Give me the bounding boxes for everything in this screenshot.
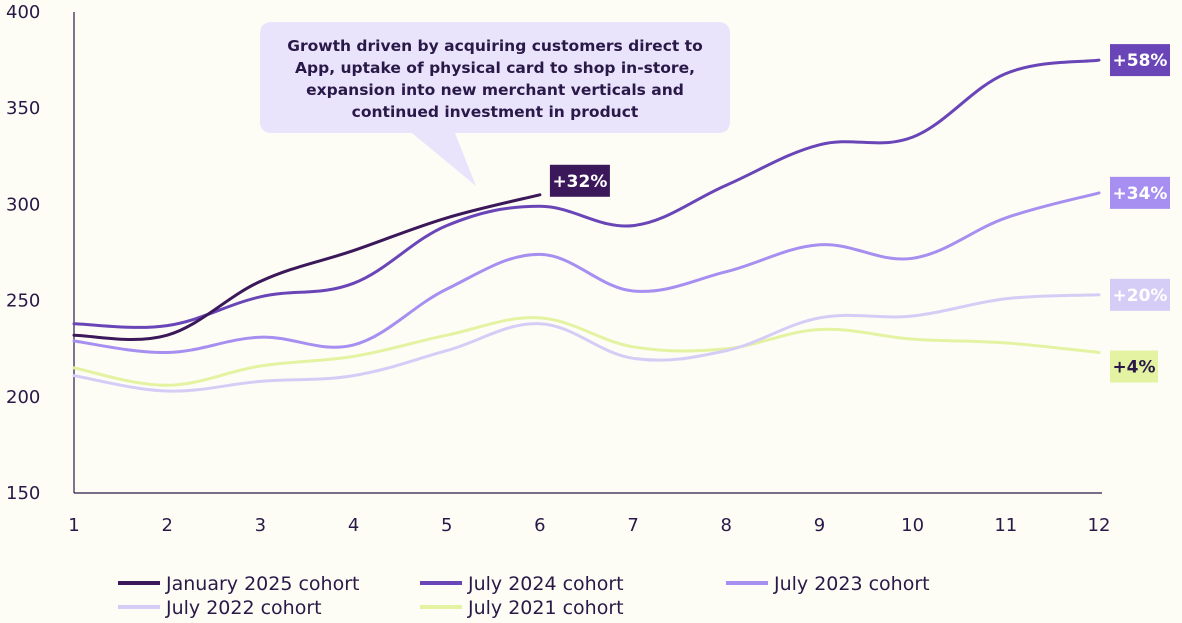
x-tick-label: 12 xyxy=(1088,515,1111,536)
end-label-box-july-2023-cohort xyxy=(1110,176,1170,209)
end-label-box-january-2025-cohort xyxy=(549,164,610,197)
series-lines xyxy=(72,58,1101,393)
x-tick-label: 8 xyxy=(721,515,732,536)
annotation-line-3: expansion into new merchant verticals an… xyxy=(306,81,684,99)
series-line-july-2022-cohort xyxy=(72,293,1101,393)
y-tick-label: 400 xyxy=(6,2,40,23)
x-tick-label: 5 xyxy=(441,515,452,536)
annotation-line-4: continued investment in product xyxy=(352,103,639,121)
end-label-july-2021-cohort: +4% xyxy=(1112,358,1155,378)
x-tick-label: 2 xyxy=(161,515,172,536)
y-tick-label: 200 xyxy=(6,387,40,408)
series-line-july-2021-cohort xyxy=(72,316,1101,387)
axes xyxy=(73,12,1102,494)
end-label-box-july-2021-cohort xyxy=(1110,350,1158,383)
series-line-july-2024-cohort xyxy=(72,58,1101,329)
legend: January 2025 cohort July 2024 cohort July … xyxy=(118,573,930,619)
legend-label-july-2021-cohort: July 2021 cohort xyxy=(467,597,624,619)
annotation-bubble xyxy=(260,22,730,186)
y-tick-label: 300 xyxy=(6,194,40,215)
x-tick-label: 4 xyxy=(348,515,359,536)
end-label-january-2025-cohort: +32% xyxy=(552,172,607,192)
legend-label-july-2024-cohort: July 2024 cohort xyxy=(467,573,624,595)
x-tick-labels: 1 2 3 4 5 6 7 8 9 10 11 12 xyxy=(68,515,1110,536)
x-tick-label: 7 xyxy=(627,515,638,536)
x-tick-label: 10 xyxy=(901,515,924,536)
legend-label-july-2023-cohort: July 2023 cohort xyxy=(773,573,930,595)
x-tick-label: 11 xyxy=(994,515,1017,536)
x-tick-label: 9 xyxy=(814,515,825,536)
end-label-july-2022-cohort: +20% xyxy=(1113,286,1168,306)
end-label-box-july-2022-cohort xyxy=(1110,278,1170,311)
x-tick-label: 3 xyxy=(255,515,266,536)
x-tick-label: 1 xyxy=(68,515,79,536)
legend-label-january-2025-cohort: January 2025 cohort xyxy=(165,573,359,595)
y-tick-label: 150 xyxy=(6,483,40,504)
x-tick-label: 6 xyxy=(534,515,545,536)
annotation-line-2: App, uptake of physical card to shop in-… xyxy=(295,59,695,77)
annotation-line-1: Growth driven by acquiring customers dir… xyxy=(287,37,703,55)
end-labels: +32% +58% +34% +20% +4% xyxy=(549,44,1170,383)
y-tick-labels: 150 200 250 300 350 400 xyxy=(6,2,40,504)
end-label-july-2024-cohort: +58% xyxy=(1113,51,1168,71)
legend-label-july-2022-cohort: July 2022 cohort xyxy=(165,597,322,619)
annotation-callout: Growth driven by acquiring customers dir… xyxy=(260,22,730,186)
series-line-january-2025-cohort xyxy=(72,193,542,341)
end-label-box-july-2024-cohort xyxy=(1110,44,1170,77)
y-tick-label: 250 xyxy=(6,291,40,312)
series-line-july-2023-cohort xyxy=(72,191,1101,355)
end-label-july-2023-cohort: +34% xyxy=(1113,184,1168,204)
y-tick-label: 350 xyxy=(6,98,40,119)
